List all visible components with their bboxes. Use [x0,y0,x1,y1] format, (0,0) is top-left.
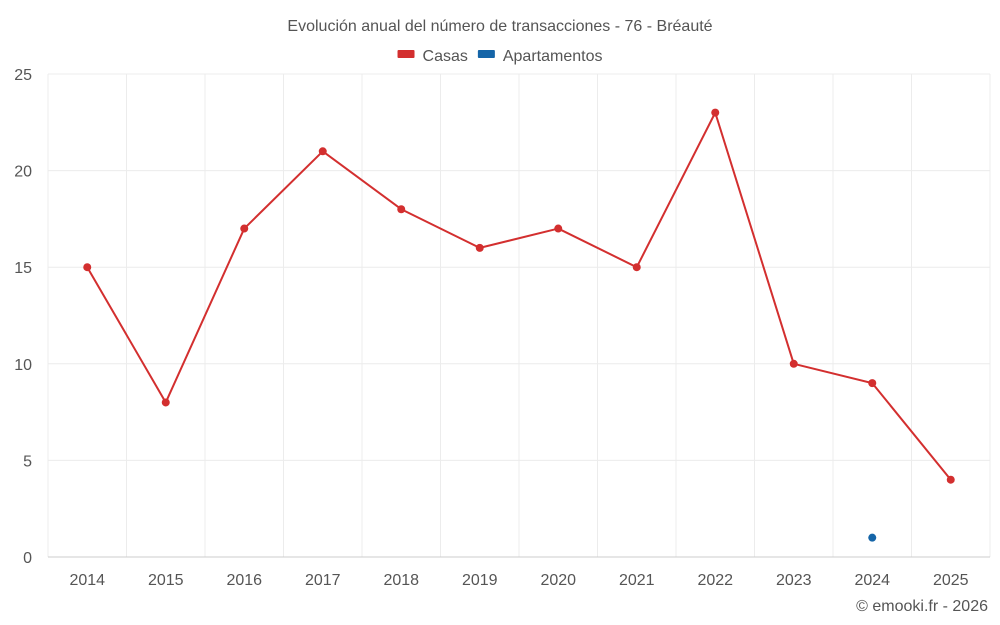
x-tick-label: 2018 [383,572,419,589]
data-point [868,533,877,542]
x-tick-label: 2022 [697,572,733,589]
x-tick-label: 2020 [540,572,576,589]
legend-item: Apartamentos [477,48,603,65]
legend-label: Apartamentos [503,48,603,65]
chart-title: Evolución anual del número de transaccio… [287,18,712,35]
x-tick-label: 2014 [69,572,105,589]
series-line [86,111,952,481]
copyright-footer: © emooki.fr - 2026 [856,598,988,615]
data-point [946,475,955,484]
series-apartamentos [868,533,877,542]
x-tick-label: 2017 [305,572,341,589]
data-point [632,263,641,272]
data-point [318,147,327,156]
series-casas [83,108,955,484]
x-tick-label: 2024 [854,572,890,589]
y-tick-label: 10 [14,357,32,374]
data-point [240,224,249,233]
x-tick-label: 2023 [776,572,812,589]
y-tick-label: 15 [14,260,32,277]
data-point [868,379,877,388]
x-tick-label: 2016 [226,572,262,589]
y-tick-label: 20 [14,164,32,181]
data-point [789,359,798,368]
data-point [397,205,406,214]
data-point [554,224,563,233]
x-tick-label: 2015 [148,572,184,589]
x-tick-label: 2019 [462,572,498,589]
data-point [161,398,170,407]
x-tick-label: 2021 [619,572,655,589]
legend-swatch [477,50,495,58]
series-layer [83,108,955,542]
data-point [711,108,720,117]
data-point [475,243,484,252]
legend-swatch [397,50,415,58]
y-tick-label: 0 [23,550,32,567]
legend-item: Casas [397,48,468,65]
x-tick-label: 2025 [933,572,969,589]
y-tick-label: 5 [23,453,32,470]
grid [47,73,991,558]
legend-label: Casas [423,48,468,65]
y-tick-label: 25 [14,67,32,84]
legend: Casas Apartamentos [397,48,603,65]
data-point [83,263,92,272]
